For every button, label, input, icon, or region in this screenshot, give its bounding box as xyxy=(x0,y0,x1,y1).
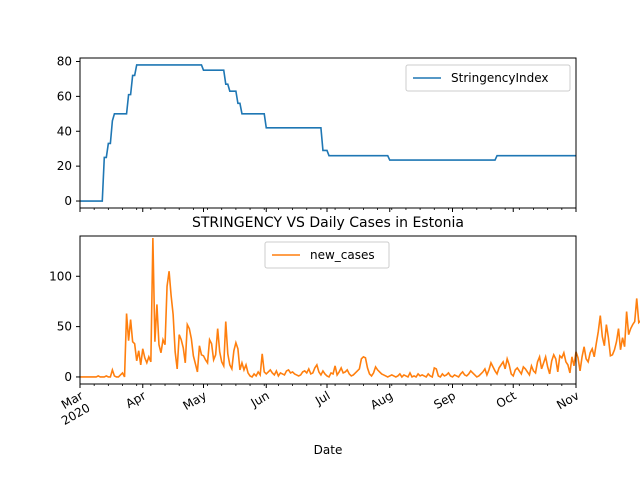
stringency-y-tick-label: 20 xyxy=(57,159,72,173)
x-tick-label: Jul xyxy=(312,388,332,408)
x-tick-label-line: Jul xyxy=(312,388,332,408)
stringency-legend-label: StringencyIndex xyxy=(451,71,549,85)
stringency-y-tick-label: 0 xyxy=(64,194,72,208)
cases-y-tick-label: 50 xyxy=(57,320,72,334)
cases-y-tick-label: 100 xyxy=(49,269,72,283)
cases-legend-label: new_cases xyxy=(310,248,375,262)
stringency-panel: 0 20 40 60 80 StringencyIndex xyxy=(57,54,577,212)
cases-series-line xyxy=(80,237,640,379)
chart-title: STRINGENCY VS Daily Cases in Estonia xyxy=(192,215,464,231)
stringency-legend-box xyxy=(405,64,571,92)
cases-line-layer xyxy=(80,237,640,379)
stringency-y-ticks: 0 20 40 60 80 xyxy=(57,54,80,208)
stringency-y-tick-label: 60 xyxy=(57,89,72,103)
cases-legend: new_cases xyxy=(264,241,390,269)
stringency-x-ticks xyxy=(79,208,577,212)
cases-y-tick-label: 0 xyxy=(64,370,72,384)
stringency-legend: StringencyIndex xyxy=(405,64,571,92)
cases-legend-box xyxy=(264,241,390,269)
stringency-axes-frame xyxy=(79,57,577,209)
stringency-series-line xyxy=(80,64,576,202)
cases-axes-frame xyxy=(79,235,577,385)
stringency-y-tick-label: 40 xyxy=(57,124,72,138)
stringency-line-layer xyxy=(80,64,576,202)
x-axis-label: Date xyxy=(314,443,343,457)
stringency-y-tick-label: 80 xyxy=(57,54,72,68)
cases-y-ticks: 0 50 100 xyxy=(49,269,80,384)
